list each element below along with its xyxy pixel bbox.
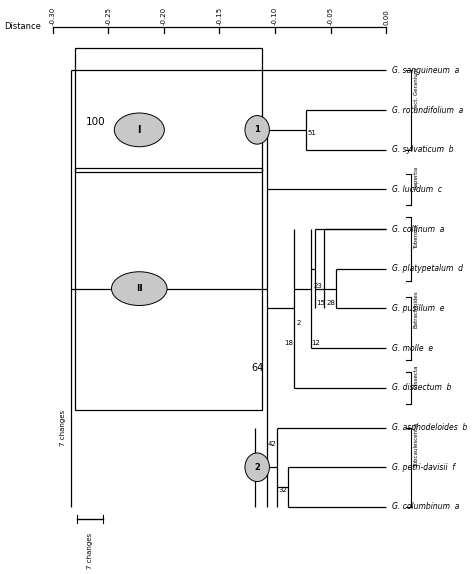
Text: -0.25: -0.25: [105, 7, 111, 25]
Text: 7 changes: 7 changes: [60, 409, 65, 445]
Text: G. sylvaticum  b: G. sylvaticum b: [392, 145, 453, 154]
Text: 7 changes: 7 changes: [87, 533, 93, 569]
Text: G. asphodeloides  b: G. asphodeloides b: [392, 423, 467, 432]
Bar: [75, 48, 262, 172]
Text: sect. Geranium: sect. Geranium: [414, 68, 419, 110]
Text: G. columbinum  a: G. columbinum a: [392, 502, 459, 511]
Text: 100: 100: [86, 117, 106, 127]
Text: G. lucidum  c: G. lucidum c: [392, 185, 442, 194]
Text: II: II: [136, 284, 143, 293]
Text: -0.10: -0.10: [272, 6, 278, 25]
Text: 28: 28: [326, 301, 335, 307]
Text: I: I: [137, 125, 141, 135]
Text: 51: 51: [307, 130, 316, 136]
Text: G. pusillum  e: G. pusillum e: [392, 304, 444, 313]
Text: 32: 32: [278, 487, 287, 493]
Text: G. rotundifolium  a: G. rotundifolium a: [392, 106, 463, 115]
Bar: [75, 168, 262, 410]
Text: Distance: Distance: [5, 22, 41, 31]
Text: 12: 12: [312, 340, 320, 346]
Text: 2: 2: [296, 320, 301, 327]
Text: 42: 42: [267, 441, 276, 448]
Text: G. petri-davisii  f: G. petri-davisii f: [392, 463, 455, 472]
Text: -0.05: -0.05: [328, 6, 334, 25]
Text: Tuberosa: Tuberosa: [414, 224, 419, 249]
Text: 0.00: 0.00: [383, 9, 389, 25]
Text: 15: 15: [316, 301, 325, 307]
Text: Subcaulescentia: Subcaulescentia: [414, 422, 419, 467]
Text: G. collinum  a: G. collinum a: [392, 224, 444, 234]
Text: Rupertia: Rupertia: [414, 166, 419, 189]
Ellipse shape: [245, 115, 269, 144]
Text: Batrachioides: Batrachioides: [414, 290, 419, 328]
Text: -0.15: -0.15: [216, 6, 222, 25]
Text: 23: 23: [314, 282, 323, 289]
Ellipse shape: [114, 113, 164, 147]
Ellipse shape: [245, 453, 269, 482]
Text: Dissecta: Dissecta: [414, 364, 419, 388]
Text: G. dissectum  b: G. dissectum b: [392, 383, 451, 393]
Text: 2: 2: [254, 463, 260, 472]
Text: -0.30: -0.30: [50, 6, 55, 25]
Text: 18: 18: [284, 340, 293, 346]
Text: -0.20: -0.20: [161, 6, 167, 25]
Ellipse shape: [111, 272, 167, 305]
Text: G. sanguineum  a: G. sanguineum a: [392, 66, 459, 75]
Text: 64: 64: [252, 363, 264, 373]
Text: G. platypetalum  d: G. platypetalum d: [392, 264, 463, 273]
Text: G. molle  e: G. molle e: [392, 344, 433, 352]
Text: 1: 1: [254, 125, 260, 134]
